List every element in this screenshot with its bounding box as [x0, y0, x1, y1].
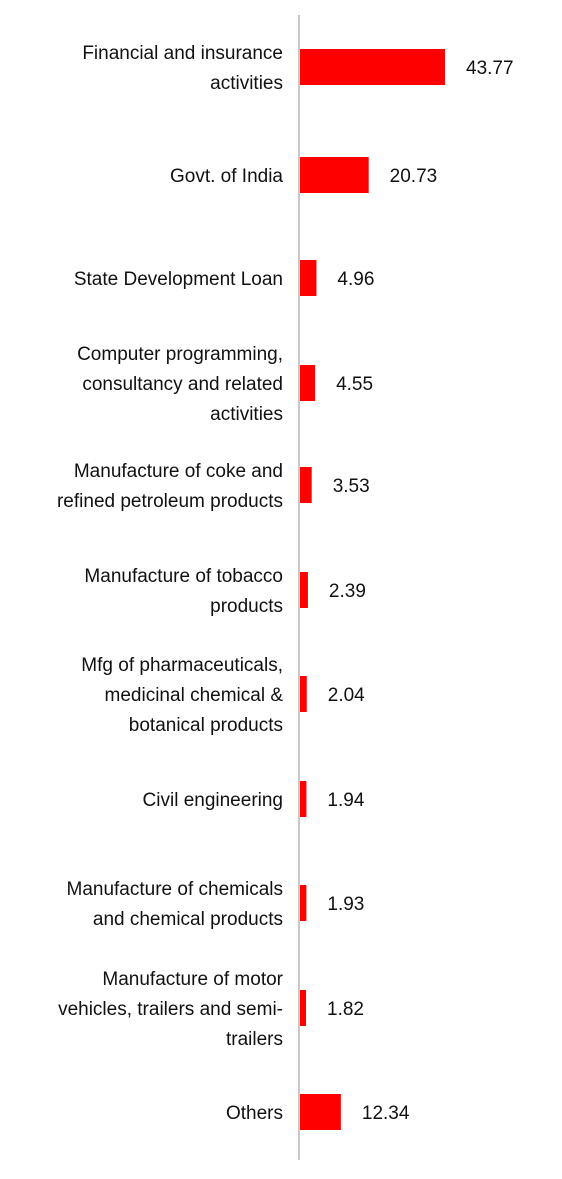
category-label: vehicles, trailers and semi- [58, 999, 283, 1020]
bar [300, 157, 369, 193]
value-label: 1.94 [327, 790, 364, 811]
category-label: Others [226, 1103, 283, 1124]
category-label: Mfg of pharmaceuticals, [81, 655, 283, 676]
bar [300, 467, 312, 503]
value-label: 2.04 [328, 685, 365, 706]
category-label: Civil engineering [143, 790, 283, 811]
category-label: refined petroleum products [57, 491, 283, 512]
category-label: botanical products [129, 715, 283, 736]
category-label: activities [210, 404, 283, 425]
category-label: activities [210, 73, 283, 94]
category-label: and chemical products [93, 909, 283, 930]
bar [300, 885, 307, 921]
category-label: consultancy and related [82, 374, 283, 395]
category-label: medicinal chemical & [105, 685, 284, 706]
bar [300, 260, 317, 296]
value-label: 1.82 [327, 999, 364, 1020]
category-label: trailers [226, 1029, 283, 1050]
value-label: 4.96 [337, 269, 374, 290]
category-label: Manufacture of coke and [74, 461, 283, 482]
category-label: Manufacture of tobacco [84, 566, 283, 587]
category-label: State Development Loan [74, 269, 283, 290]
bar [300, 49, 445, 85]
bar [300, 365, 316, 401]
bar [300, 1094, 341, 1130]
value-label: 1.93 [327, 894, 364, 915]
category-label: Manufacture of chemicals [67, 879, 284, 900]
bar [300, 676, 307, 712]
value-label: 20.73 [390, 166, 438, 187]
value-label: 3.53 [333, 476, 370, 497]
bar [300, 990, 307, 1026]
value-label: 2.39 [329, 581, 366, 602]
category-label: products [210, 596, 283, 617]
bar [300, 781, 307, 817]
value-label: 4.55 [336, 374, 373, 395]
category-label: Computer programming, [77, 344, 283, 365]
category-label: Manufacture of motor [102, 969, 283, 990]
category-label: Govt. of India [170, 166, 283, 187]
bar [300, 572, 308, 608]
value-label: 43.77 [466, 58, 514, 79]
category-label: Financial and insurance [82, 43, 283, 64]
value-label: 12.34 [362, 1103, 410, 1124]
